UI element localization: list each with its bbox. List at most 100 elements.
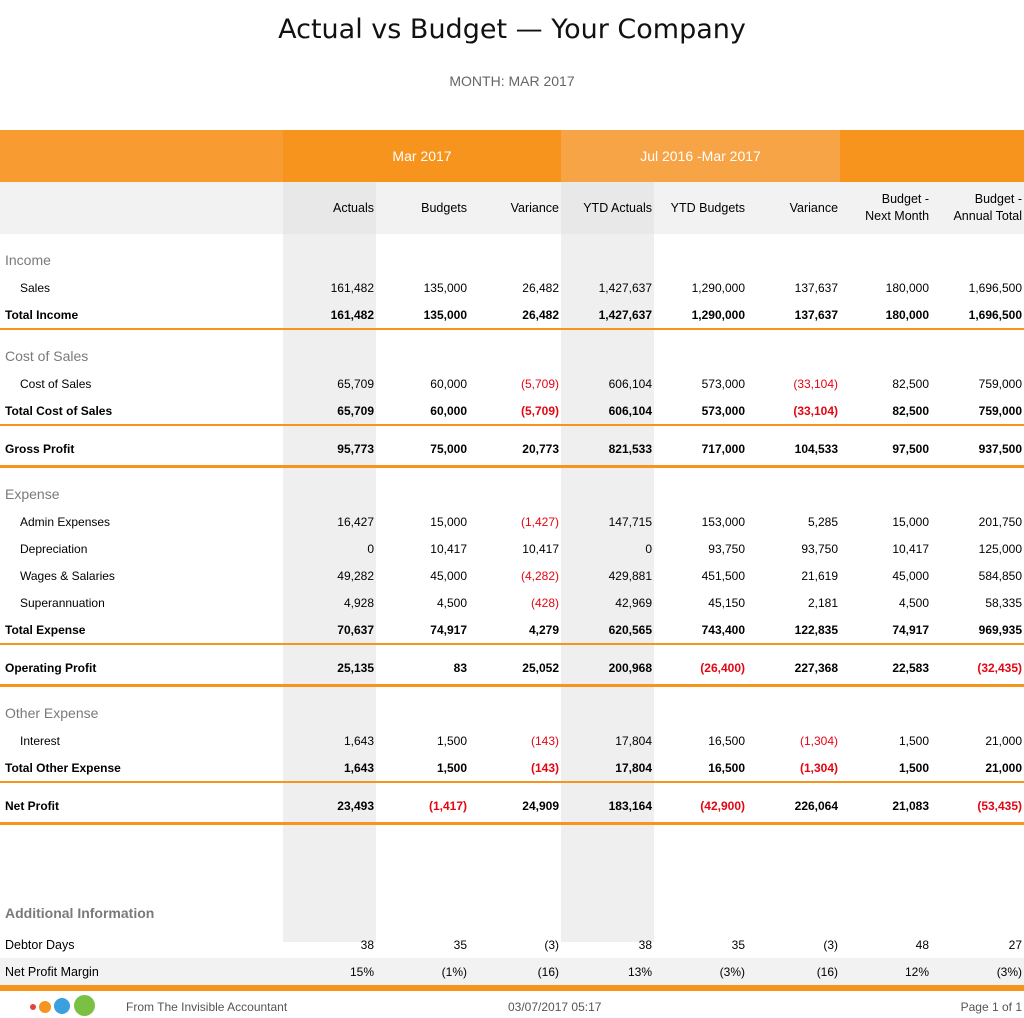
value-cell: 65,709: [283, 397, 376, 426]
row-gap: [0, 644, 1024, 652]
value-cell: 227,368: [747, 652, 841, 687]
column-header: Budget - Next Month: [840, 182, 932, 234]
value-cell: 82,500: [892, 376, 930, 391]
total-row: Total Income 161,482 135,000 26,482 1,427,63…: [0, 301, 1024, 330]
value-cell: 15%: [283, 958, 376, 991]
column-header: Budgets: [376, 182, 469, 234]
value-cell: 1,500: [840, 754, 932, 783]
value-cell: 180,000: [840, 301, 932, 330]
value-cell: (16): [469, 958, 561, 991]
value-cell: 35: [731, 937, 745, 952]
total-label: Total Other Expense: [0, 754, 283, 783]
value-cell: 82,500: [840, 397, 932, 426]
line-item-row: Cost of Sales 65,709 60,000 (5,709) 606,104 5…: [0, 370, 1024, 397]
value-cell: (3): [544, 937, 559, 952]
value-cell: 1,643: [283, 754, 376, 783]
value-cell: 4,500: [899, 595, 930, 610]
value-cell: 1,696,500: [968, 280, 1023, 295]
total-row: Total Expense 70,637 74,917 4,279 620,565 743…: [0, 616, 1024, 645]
value-cell: 821,533: [561, 433, 654, 468]
row-gap: [0, 782, 1024, 790]
value-cell: 65,709: [337, 376, 374, 391]
value-cell: (33,104): [747, 397, 841, 426]
brand-logo-dots: [30, 994, 100, 1018]
section-heading: Other Expense: [0, 686, 1024, 728]
value-cell: (143): [469, 754, 561, 783]
value-cell: 1,643: [343, 733, 374, 748]
line-item-label: Interest: [20, 733, 61, 748]
line-item-row: Depreciation 0 10,417 10,417 0 93,750 93,750 10…: [0, 535, 1024, 562]
value-cell: (3%): [931, 958, 1024, 991]
value-cell: 201,750: [978, 514, 1023, 529]
value-cell: (26,400): [654, 652, 747, 687]
value-cell: 21,000: [985, 733, 1023, 748]
line-item-row: Sales 161,482 135,000 26,482 1,427,637 1,290,…: [0, 274, 1024, 301]
value-cell: 48: [915, 937, 930, 952]
value-cell: 26,482: [522, 280, 559, 295]
value-cell: 161,482: [330, 280, 374, 295]
column-header: Budget - Annual Total: [931, 182, 1024, 234]
value-cell: 97,500: [840, 433, 932, 468]
section-title: Other Expense: [5, 705, 99, 721]
section-heading: Income: [0, 234, 1024, 274]
value-cell: (5,709): [520, 376, 559, 391]
value-cell: 93,750: [801, 541, 839, 556]
line-item-row: Superannuation 4,928 4,500 (428) 42,969 45,15…: [0, 589, 1024, 616]
value-cell: 1,290,000: [654, 301, 747, 330]
band-month: Mar 2017: [283, 130, 561, 182]
value-cell: 16,427: [337, 514, 374, 529]
value-cell: 49,282: [337, 568, 374, 583]
value-cell: 15,000: [892, 514, 930, 529]
section-title: Expense: [5, 486, 60, 502]
logo-dot-orange: [39, 1001, 51, 1013]
value-cell: 95,773: [283, 433, 376, 468]
value-cell: (1%): [376, 958, 469, 991]
value-cell: (428): [530, 595, 559, 610]
total-label: Total Income: [0, 301, 283, 330]
value-cell: 4,928: [343, 595, 374, 610]
value-cell: 60,000: [430, 376, 467, 391]
info-label: Net Profit Margin: [0, 958, 283, 991]
value-cell: 153,000: [701, 514, 745, 529]
value-cell: 135,000: [376, 301, 469, 330]
value-cell: 1,500: [899, 733, 930, 748]
line-item-label: Depreciation: [20, 541, 88, 556]
value-cell: 135,000: [423, 280, 467, 295]
section-heading: Cost of Sales: [0, 329, 1024, 370]
value-cell: 10,417: [430, 541, 467, 556]
profit-label: Net Profit: [0, 790, 283, 825]
value-cell: 74,917: [376, 616, 469, 645]
value-cell: 2,181: [808, 595, 839, 610]
value-cell: 573,000: [701, 376, 745, 391]
value-cell: 183,164: [561, 790, 654, 825]
value-cell: 125,000: [978, 541, 1023, 556]
value-cell: 161,482: [283, 301, 376, 330]
value-cell: 45,000: [430, 568, 467, 583]
value-cell: 620,565: [561, 616, 654, 645]
value-cell: 38: [638, 937, 652, 952]
value-cell: 60,000: [376, 397, 469, 426]
line-item-label: Cost of Sales: [20, 376, 92, 391]
line-item-row: Wages & Salaries 49,282 45,000 (4,282) 429,8…: [0, 562, 1024, 589]
value-cell: (1,304): [800, 733, 839, 748]
gap-cell: [0, 425, 1024, 433]
value-cell: 4,500: [436, 595, 467, 610]
value-cell: 573,000: [654, 397, 747, 426]
value-cell: 22,583: [840, 652, 932, 687]
report-title: Actual vs Budget — Your Company: [278, 14, 746, 45]
value-cell: 180,000: [885, 280, 930, 295]
info-row: Debtor Days 38 35 (3) 38 35 (3) 48 27: [0, 931, 1024, 958]
value-cell: 1,500: [376, 754, 469, 783]
column-header: Variance: [469, 182, 561, 234]
value-cell: 429,881: [608, 568, 652, 583]
value-cell: 137,637: [794, 280, 839, 295]
value-cell: 1,427,637: [598, 280, 652, 295]
band-next-month: [840, 130, 932, 182]
value-cell: 74,917: [840, 616, 932, 645]
value-cell: 23,493: [283, 790, 376, 825]
column-header-row: Actuals Budgets Variance YTD Actuals YTD Bud…: [0, 182, 1024, 234]
value-cell: 606,104: [608, 376, 652, 391]
info-label: Debtor Days: [5, 937, 75, 952]
value-cell: 16,500: [708, 733, 745, 748]
value-cell: 5,285: [808, 514, 839, 529]
